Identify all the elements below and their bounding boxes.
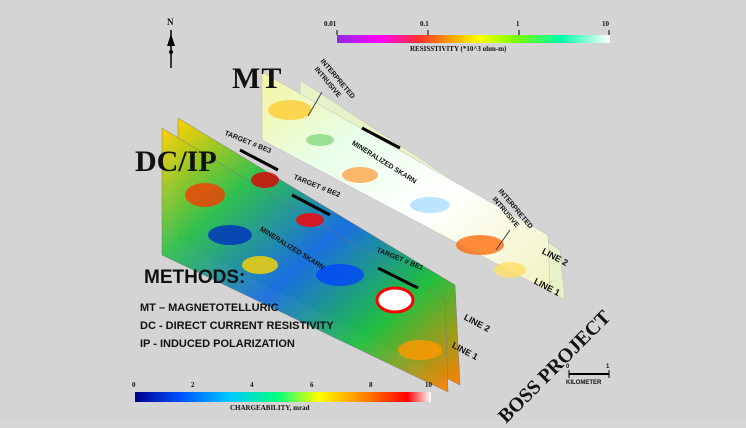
resistivity-tick: 10	[602, 20, 609, 28]
method-item: MT – MAGNETOTELLURIC	[140, 302, 279, 314]
target-be1-marker	[377, 266, 419, 290]
chargeability-tick: 6	[310, 381, 314, 389]
dcip-anomaly	[398, 340, 442, 360]
resistivity-title: RESISSTIVITY (*10^3 ohm-m)	[410, 45, 507, 53]
methods-title: METHODS:	[144, 267, 246, 288]
resistivity-tick: 1	[516, 20, 520, 28]
mt-anomaly	[268, 100, 312, 120]
resistivity-color-bar	[337, 35, 610, 43]
scale-bar-unit: KILOMETER	[566, 380, 602, 386]
dcip-anomaly	[251, 172, 279, 188]
mt-anomaly	[410, 197, 450, 213]
dcip-anomaly	[296, 213, 324, 227]
mt-anomaly	[494, 262, 526, 278]
scale-bar-right: 1	[606, 364, 610, 370]
method-item: DC - DIRECT CURRENT RESISTIVITY	[140, 320, 334, 332]
mt-label: MT	[232, 62, 283, 95]
mt-anomaly	[342, 167, 378, 183]
chargeability-tick: 0	[132, 381, 136, 389]
mt-anomaly	[456, 235, 504, 255]
chargeability-title: CHARGEABILITY, mrad	[230, 404, 310, 412]
intrusive-arrow-1	[307, 91, 323, 117]
chargeability-tick: 4	[250, 381, 254, 389]
dcip-anomaly	[208, 225, 252, 245]
chargeability-tick: 10	[425, 381, 432, 389]
north-label: N	[167, 17, 174, 27]
resistivity-tick: 0.01	[324, 20, 337, 28]
scale-bar-left: 0	[566, 364, 570, 370]
dcip-anomaly	[375, 286, 415, 314]
dcip-anomaly	[185, 183, 225, 207]
dcip-section-line1	[161, 127, 449, 393]
chargeability-tick: 2	[191, 381, 195, 389]
mt-anomaly	[306, 134, 334, 146]
chargeability-color-bar	[135, 392, 431, 402]
north-arrow-head	[167, 34, 175, 46]
dcip-anomaly	[242, 256, 278, 274]
method-item: IP - INDUCED POLARIZATION	[140, 338, 295, 350]
intrusive-arrow-2	[495, 229, 511, 251]
target-be2-marker	[291, 193, 331, 217]
dcip-anomaly	[316, 264, 364, 286]
chargeability-tick: 8	[369, 381, 373, 389]
dcip-label: DC/IP	[135, 145, 217, 178]
mt-skarn-marker	[361, 126, 401, 150]
resistivity-tick: 0.1	[420, 20, 429, 28]
north-arrow-dot	[169, 50, 173, 54]
target-be3-marker	[239, 148, 279, 172]
